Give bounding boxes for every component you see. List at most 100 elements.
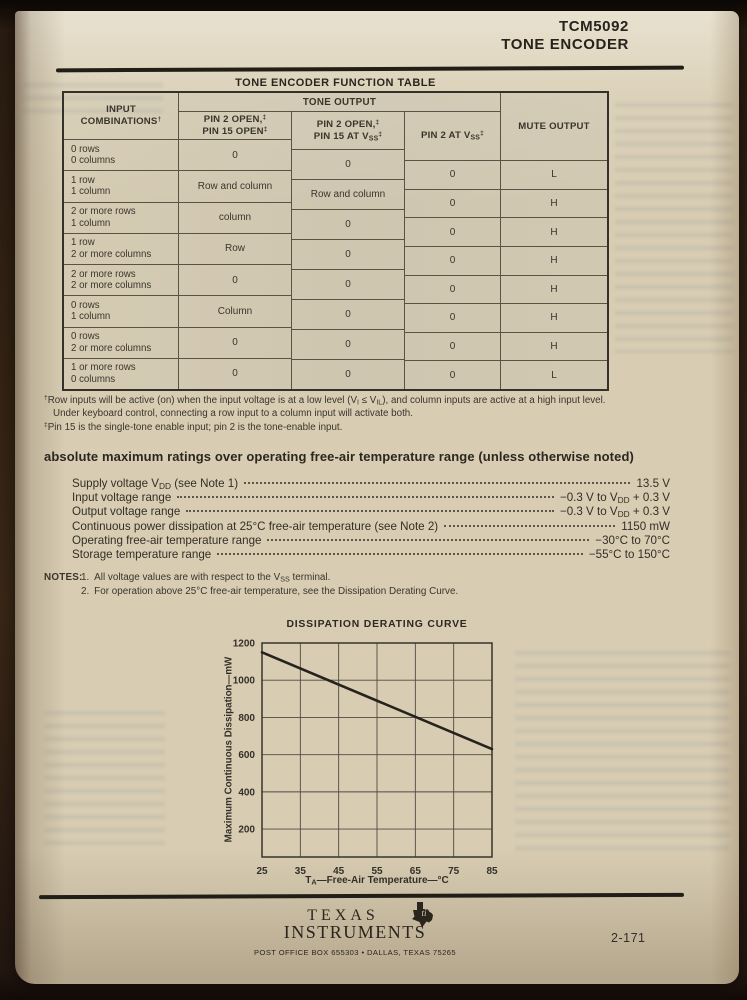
table-cell: H — [501, 331, 607, 361]
logo-word-instruments: INSTRUMENTS — [283, 922, 427, 942]
column-mute-output: MUTE OUTPUT L H H H H H H L — [501, 93, 607, 389]
table-cell: 0 rows 1 column — [64, 295, 178, 326]
header-line: MUTE OUTPUT — [518, 120, 590, 132]
footnote-dagger: †Row inputs will be active (on) when the… — [44, 394, 606, 407]
column-input-combinations: INPUT COMBINATIONS† 0 rows 0 columns 1 ro… — [64, 93, 179, 389]
dot-leader — [244, 482, 631, 484]
svg-text:45: 45 — [333, 866, 345, 877]
notes-label: NOTES: — [44, 572, 83, 583]
header-line: PIN 2 AT VSS‡ — [421, 129, 484, 142]
rating-value: −30°C to 70°C — [595, 533, 670, 547]
header-line: PIN 15 AT VSS‡ — [313, 130, 383, 143]
notes-block: NOTES: 1. All voltage values are with re… — [44, 571, 684, 599]
table-cell: 0 — [292, 329, 404, 359]
function-table: INPUT COMBINATIONS† 0 rows 0 columns 1 ro… — [62, 91, 609, 391]
table-cell: 0 — [179, 357, 291, 389]
table-cell: H — [501, 303, 607, 332]
rating-value: 1150 mW — [621, 519, 670, 533]
table-cell: 0 — [292, 299, 404, 329]
table-cell: 0 — [405, 245, 500, 275]
table-cell: 0 — [292, 269, 404, 299]
column-group-tone-output: TONE OUTPUT PIN 2 OPEN,‡ PIN 15 OPEN‡ 0 … — [179, 93, 501, 389]
table-cell: Column — [179, 295, 291, 326]
dot-leader — [267, 538, 590, 541]
dot-leader — [186, 510, 554, 513]
table-cell: 1 or more rows 0 columns — [64, 357, 178, 389]
bleed-through-artifact — [45, 711, 165, 851]
table-cell: 0 rows 2 or more columns — [64, 326, 178, 358]
rating-row: Input voltage range −0.3 V to VDD + 0.3 … — [72, 491, 670, 505]
svg-text:200: 200 — [238, 825, 255, 836]
table-cell: 0 — [179, 326, 291, 358]
table-footnotes: †Row inputs will be active (on) when the… — [44, 394, 706, 434]
rating-value: 13.5 V — [636, 477, 670, 490]
rating-row: Output voltage range −0.3 V to VDD + 0.3… — [72, 505, 670, 519]
column-header-input: INPUT COMBINATIONS† — [64, 93, 178, 139]
table-cell: 0 — [405, 188, 500, 218]
device-title: TONE ENCODER — [501, 36, 629, 53]
texas-instruments-logo: TEXAS ti INSTRUMENTS POST OFFICE BOX 655… — [250, 902, 460, 957]
table-cell: L — [501, 360, 607, 389]
rating-label: Supply voltage VDD (see Note 1) — [72, 477, 239, 491]
table-cell: Row and column — [292, 179, 404, 209]
bleed-through-artifact — [615, 103, 733, 353]
svg-text:55: 55 — [371, 866, 383, 877]
rating-label: Storage temperature range — [72, 547, 212, 561]
rating-row: Continuous power dissipation at 25°C fre… — [72, 520, 670, 534]
footnote-double-dagger: ‡Pin 15 is the single-tone enable input;… — [44, 421, 343, 433]
rating-value: −0.3 V to VDD + 0.3 V — [559, 491, 670, 506]
svg-text:400: 400 — [238, 787, 255, 798]
table-cell: 0 — [405, 360, 500, 389]
rating-row: Supply voltage VDD (see Note 1) 13.5 V — [72, 477, 670, 491]
table-cell: 0 — [405, 217, 500, 246]
svg-text:800: 800 — [238, 713, 255, 724]
chart-title: DISSIPATION DERATING CURVE — [286, 619, 468, 630]
rating-label: Continuous power dissipation at 25°C fre… — [72, 519, 439, 533]
svg-text:75: 75 — [448, 866, 460, 877]
svg-text:ti: ti — [421, 908, 427, 918]
texas-state-icon: ti — [412, 902, 433, 928]
table-cell: 0 rows 0 columns — [64, 139, 178, 170]
table-cell: 2 or more rows 1 column — [64, 201, 178, 233]
datasheet-page: TCM5092 TONE ENCODER TONE ENCODER FUNCTI… — [15, 11, 739, 984]
table-cell: 0 — [292, 209, 404, 239]
note-item: 1. All voltage values are with respect t… — [81, 572, 331, 584]
svg-text:1200: 1200 — [233, 639, 256, 650]
part-number: TCM5092 — [558, 18, 629, 35]
footnote-dagger-continued: Under keyboard control, connecting a row… — [53, 408, 413, 420]
table-cell: 0 — [292, 149, 404, 179]
column-header: PIN 2 OPEN,‡ PIN 15 AT VSS‡ — [292, 112, 404, 149]
column-pin2-vss: PIN 2 AT VSS‡ 0 0 0 0 0 0 0 0 — [405, 112, 500, 389]
ratings-list: Supply voltage VDD (see Note 1) 13.5 V I… — [72, 477, 670, 562]
svg-text:65: 65 — [410, 866, 422, 877]
svg-text:600: 600 — [238, 750, 255, 761]
spacer — [44, 585, 81, 599]
rating-label: Output voltage range — [72, 505, 181, 519]
header-line: PIN 2 OPEN,‡ — [203, 113, 267, 125]
header-line: COMBINATIONS† — [80, 115, 162, 127]
rating-label: Input voltage range — [72, 491, 172, 505]
table-cell: 0 — [405, 274, 500, 304]
chart-y-axis-label: Maximum Continuous Dissipation—mW — [223, 656, 235, 843]
table-cell: L — [501, 160, 607, 189]
column-header: PIN 2 AT VSS‡ — [405, 112, 500, 160]
header-line: INPUT — [106, 104, 136, 115]
table-cell: 0 — [292, 239, 404, 269]
rating-label: Operating free-air temperature range — [72, 533, 262, 547]
table-cell: H — [501, 245, 607, 275]
table-cell: H — [501, 188, 607, 218]
svg-text:25: 25 — [256, 866, 268, 877]
table-cell: 0 — [405, 160, 500, 189]
rating-value: −55°C to 150°C — [588, 547, 670, 561]
table-cell: 1 row 2 or more columns — [64, 232, 178, 264]
rating-row: Storage temperature range −55°C to 150°C — [72, 548, 670, 562]
dot-leader — [177, 496, 554, 499]
column-pin2-open-pin15-open: PIN 2 OPEN,‡ PIN 15 OPEN‡ 0 Row and colu… — [179, 112, 292, 389]
svg-text:35: 35 — [295, 866, 307, 877]
page-header: TCM5092 TONE ENCODER — [501, 18, 629, 54]
table-cell: 0 — [405, 303, 500, 332]
dot-leader — [217, 552, 583, 555]
logo-word-texas: TEXAS — [307, 907, 379, 924]
svg-text:85: 85 — [486, 866, 498, 877]
table-cell: 0 — [179, 264, 291, 295]
